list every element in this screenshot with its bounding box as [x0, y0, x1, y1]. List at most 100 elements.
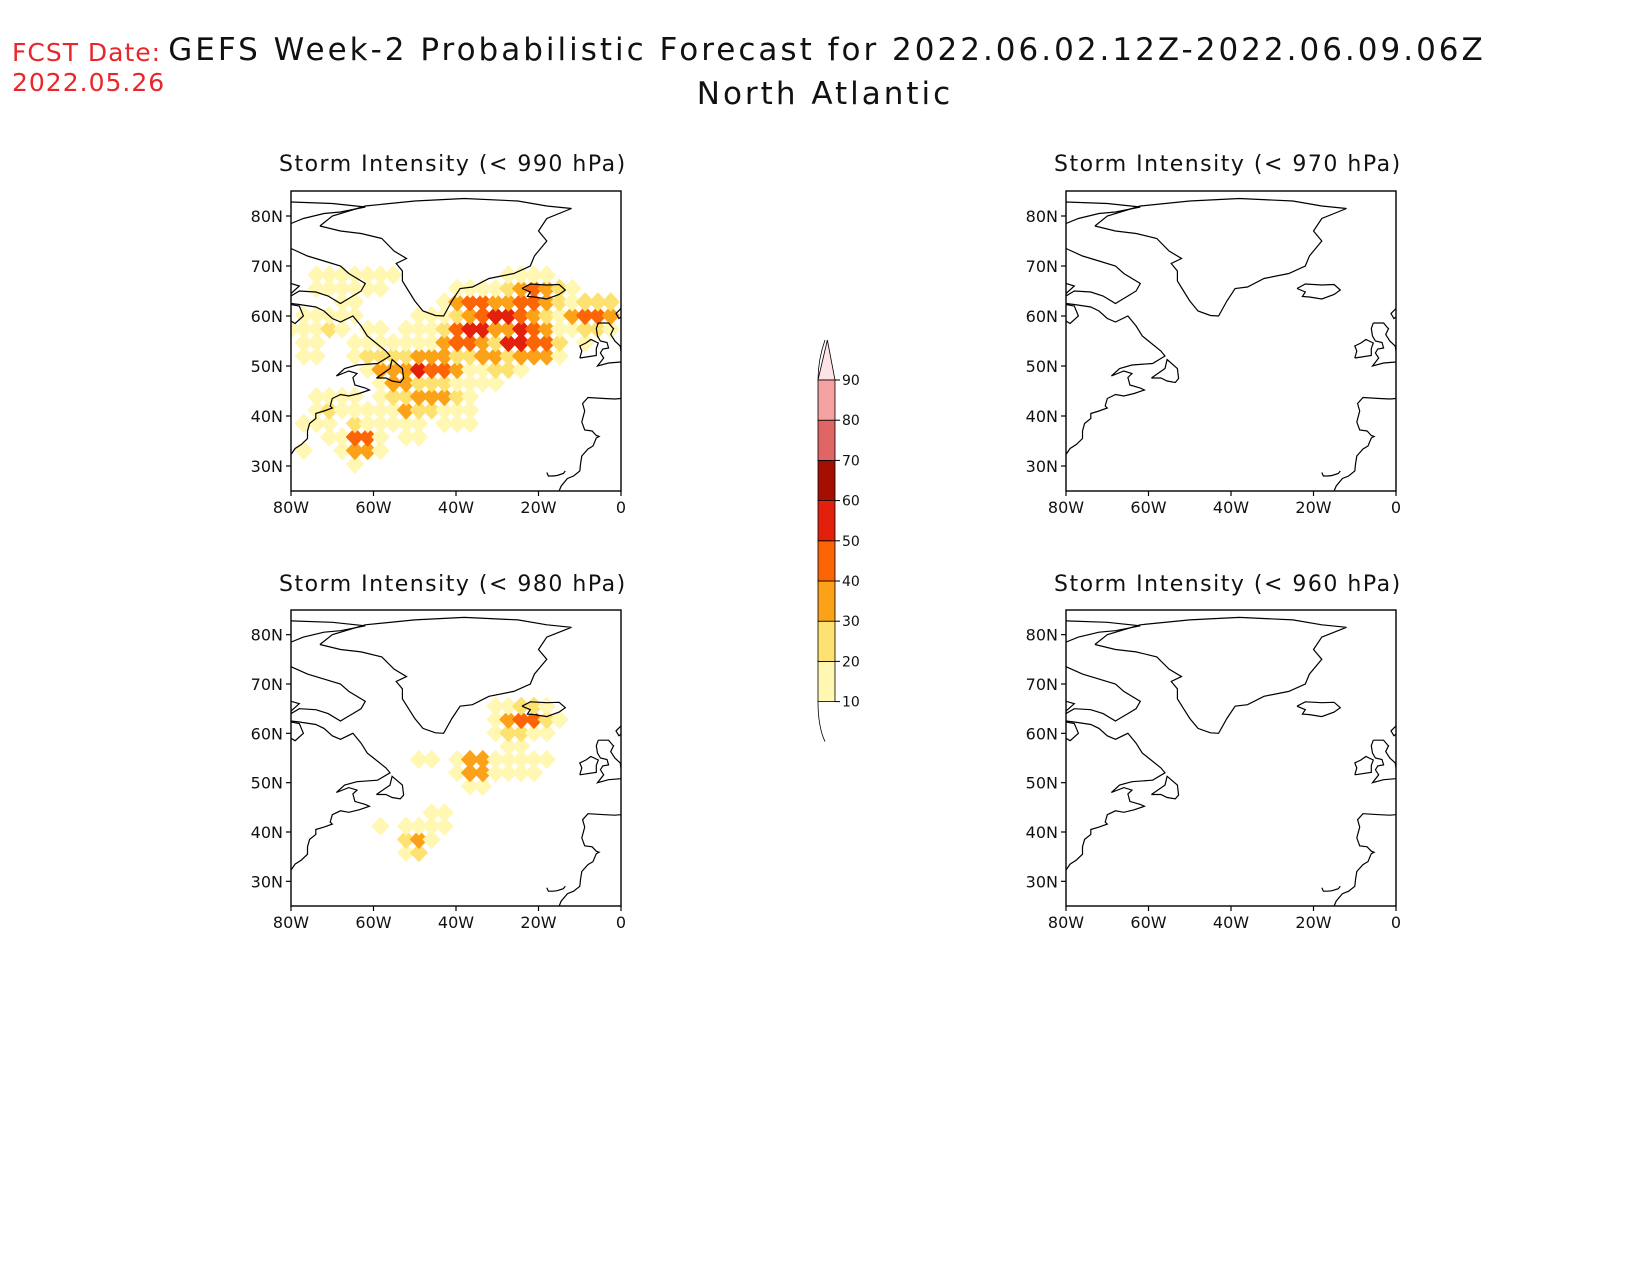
probability-cell — [524, 265, 544, 285]
lat-tick-label: 70N — [1026, 675, 1058, 694]
colorbar-swatch — [817, 379, 836, 421]
coastline-ellesmere — [291, 201, 366, 225]
coastline-newfoundland — [1151, 358, 1180, 384]
probability-cell — [409, 400, 429, 420]
coastline-baffin — [1066, 666, 1142, 722]
coastline-newfoundland — [376, 775, 405, 800]
probability-cell — [588, 292, 608, 312]
probability-cell — [511, 709, 531, 730]
probability-cell — [435, 413, 454, 434]
probability-cell — [371, 265, 390, 285]
probability-cell — [448, 413, 467, 434]
probability-cell — [486, 749, 505, 770]
probability-cell — [460, 305, 480, 326]
colorbar-label: 50 — [842, 534, 860, 550]
probability-cell — [473, 305, 493, 326]
lat-tick-label: 30N — [251, 457, 283, 476]
probability-cell — [499, 736, 518, 756]
coastline-canaries — [1321, 885, 1341, 892]
coastlines — [1066, 197, 1396, 491]
colorbar: 10 20 30 40 50 60 70 80 90 — [817, 339, 860, 742]
coastline-greenland — [1094, 197, 1347, 317]
region-subtitle: North Atlantic — [696, 76, 954, 112]
probability-field — [291, 265, 620, 474]
probability-cell — [320, 265, 339, 285]
coastline-ellesmere — [1066, 620, 1141, 643]
panel-title-990: Storm Intensity (< 990 hPa) — [279, 152, 627, 177]
coastline-hudson — [1066, 303, 1080, 325]
coastline-labrador — [1066, 302, 1166, 455]
lat-tick-label: 80N — [1026, 626, 1058, 645]
probability-cell — [448, 749, 467, 770]
probability-cell — [396, 346, 416, 366]
page-title: GEFS Week-2 Probabilistic Forecast for 2… — [168, 32, 1486, 68]
probability-cell — [537, 292, 556, 312]
lat-tick-label: 50N — [251, 357, 283, 376]
probability-cell — [422, 400, 441, 420]
probability-cell — [307, 413, 326, 434]
colorbar-swatch — [817, 459, 836, 501]
probability-cell — [588, 319, 608, 339]
forecast-date-value: 2022.05.26 — [12, 68, 166, 97]
probability-cell — [409, 829, 429, 849]
probability-cell — [460, 278, 480, 299]
probability-cell — [396, 359, 416, 380]
lat-tick-label: 30N — [251, 872, 283, 891]
probability-cell — [422, 829, 441, 849]
probability-cell — [345, 265, 365, 285]
colorbar-label: 90 — [842, 373, 860, 389]
coastline-ireland — [1354, 755, 1375, 776]
coastline-ireland — [579, 755, 600, 776]
lon-tick-label: 80W — [1048, 498, 1084, 517]
probability-cell — [332, 427, 352, 447]
probability-cell — [550, 305, 569, 326]
probability-cell — [601, 319, 620, 339]
probability-cell — [307, 346, 326, 366]
probability-cell — [371, 413, 390, 434]
coastline-canaries — [546, 885, 566, 892]
probability-cell — [524, 319, 544, 339]
coastline-gb — [595, 739, 621, 784]
lon-tick-label: 0 — [616, 913, 626, 932]
lat-tick-label: 60N — [1026, 307, 1058, 326]
probability-cell — [320, 278, 339, 299]
probability-cell — [563, 292, 582, 312]
probability-cell — [294, 332, 313, 353]
lon-tick-label: 20W — [1295, 498, 1331, 517]
probability-cell — [384, 359, 403, 380]
probability-cell — [486, 292, 505, 312]
probability-cell — [422, 749, 441, 770]
colorbar-label: 80 — [842, 413, 860, 429]
lon-tick-label: 60W — [355, 498, 391, 517]
probability-cell — [499, 332, 518, 353]
coastlines — [291, 197, 621, 491]
probability-cell — [460, 346, 480, 366]
probability-cell — [409, 373, 429, 393]
probability-cell — [371, 319, 390, 339]
lon-tick-label: 0 — [1391, 913, 1401, 932]
coastline-ellesmere — [291, 620, 366, 643]
probability-cell — [307, 386, 326, 407]
lat-tick-label: 50N — [1026, 357, 1058, 376]
lon-tick-label: 20W — [520, 498, 556, 517]
probability-cell — [396, 373, 416, 393]
probability-cell — [371, 427, 390, 447]
probability-cell — [524, 696, 544, 716]
lon-tick-label: 40W — [1213, 498, 1249, 517]
probability-cell — [448, 278, 467, 299]
colorbar-label: 60 — [842, 494, 860, 510]
probability-cell — [499, 278, 518, 299]
coastlines — [1066, 616, 1396, 906]
colorbar-swatch — [817, 500, 836, 542]
probability-cell — [384, 413, 403, 434]
probability-cell — [537, 265, 556, 285]
probability-cell — [371, 359, 390, 380]
probability-cell — [307, 265, 326, 285]
probability-cell — [320, 400, 339, 420]
probability-cell — [422, 346, 441, 366]
coastline-europe — [1333, 396, 1396, 491]
probability-cell — [332, 265, 352, 285]
probability-cell — [511, 332, 531, 353]
probability-cell — [371, 278, 390, 299]
